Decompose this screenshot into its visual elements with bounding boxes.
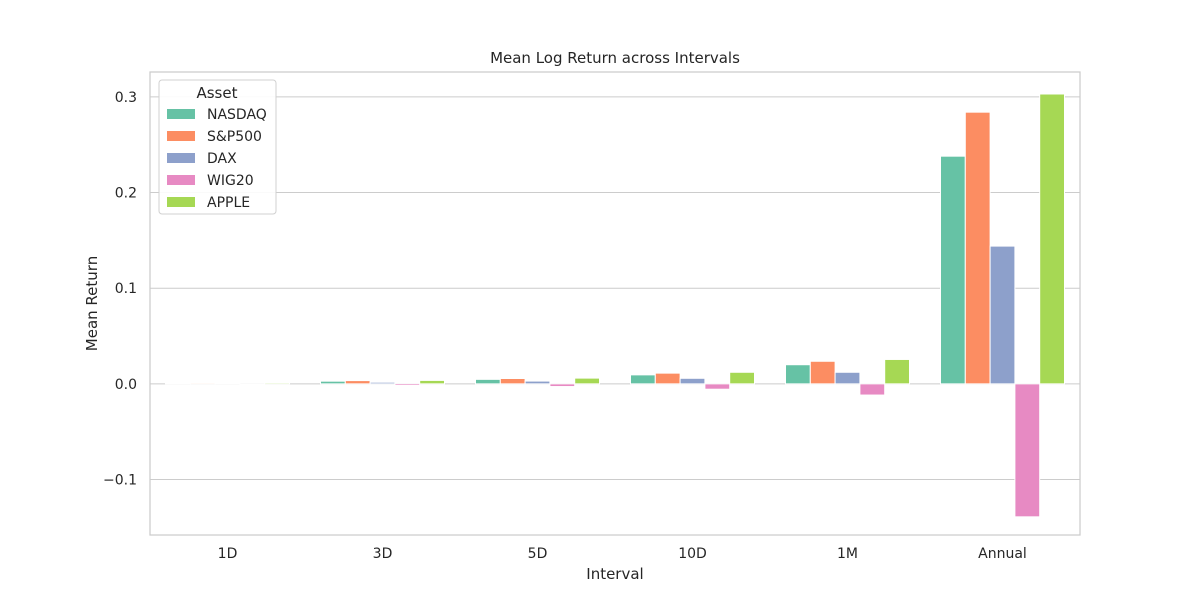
bar-nasdaq-annual bbox=[941, 156, 966, 384]
bar-apple-annual bbox=[1040, 94, 1065, 384]
bar-wig20-5d bbox=[550, 384, 575, 387]
legend-label: NASDAQ bbox=[207, 107, 267, 123]
legend-swatch bbox=[167, 131, 195, 141]
bar-wig20-annual bbox=[1015, 384, 1040, 517]
legend: Asset NASDAQ S&P500 DAX WIG20 APPLE bbox=[159, 80, 276, 214]
bar-dax-1m bbox=[835, 372, 860, 384]
bar-sp500-10d bbox=[655, 373, 680, 384]
bar-wig20-3d bbox=[395, 384, 420, 386]
bar-apple-10d bbox=[730, 372, 755, 384]
legend-label: S&P500 bbox=[207, 129, 262, 145]
legend-swatch bbox=[167, 109, 195, 119]
bar-apple-3d bbox=[420, 380, 445, 383]
y-tick-label: 0.3 bbox=[115, 90, 137, 106]
x-tick-label: 10D bbox=[678, 546, 707, 562]
bar-sp500-5d bbox=[500, 378, 525, 383]
bar-wig20-10d bbox=[705, 384, 730, 389]
x-tick-label: Annual bbox=[978, 546, 1027, 562]
bar-nasdaq-5d bbox=[476, 379, 501, 383]
legend-label: WIG20 bbox=[207, 173, 254, 189]
x-tick-labels: 1D 3D 5D 10D 1M Annual bbox=[218, 546, 1027, 562]
bar-dax-5d bbox=[525, 381, 550, 384]
x-axis-label: Interval bbox=[586, 565, 643, 583]
y-tick-label: 0.0 bbox=[115, 377, 137, 393]
y-tick-label: 0.1 bbox=[115, 281, 137, 297]
y-axis-label: Mean Return bbox=[83, 256, 101, 351]
bar-nasdaq-3d bbox=[321, 381, 346, 384]
bar-sp500-annual bbox=[965, 112, 990, 384]
legend-swatch bbox=[167, 175, 195, 185]
legend-swatch bbox=[167, 153, 195, 163]
bar-wig20-1m bbox=[860, 384, 885, 395]
y-tick-label: 0.2 bbox=[115, 186, 137, 202]
y-tick-labels: −0.1 0.0 0.1 0.2 0.3 bbox=[103, 90, 137, 489]
bar-dax-10d bbox=[680, 378, 705, 384]
legend-title: Asset bbox=[196, 84, 237, 102]
chart-title: Mean Log Return across Intervals bbox=[490, 49, 740, 67]
x-tick-label: 5D bbox=[528, 546, 548, 562]
x-tick-label: 1M bbox=[837, 546, 858, 562]
bar-dax-3d bbox=[370, 382, 395, 384]
bar-apple-1m bbox=[885, 359, 910, 383]
bar-apple-1d bbox=[265, 383, 290, 384]
bar-nasdaq-1m bbox=[786, 365, 811, 384]
x-tick-label: 1D bbox=[218, 546, 238, 562]
y-tick-label: −0.1 bbox=[103, 473, 137, 489]
bar-apple-5d bbox=[575, 378, 600, 384]
bar-sp500-1d bbox=[190, 383, 215, 384]
bar-nasdaq-10d bbox=[631, 375, 656, 384]
legend-label: APPLE bbox=[207, 195, 250, 211]
bar-sp500-1m bbox=[810, 361, 835, 384]
legend-swatch bbox=[167, 197, 195, 207]
legend-label: DAX bbox=[207, 151, 237, 167]
bar-dax-1d bbox=[215, 383, 240, 384]
x-tick-label: 3D bbox=[373, 546, 393, 562]
bar-nasdaq-1d bbox=[166, 383, 191, 384]
bar-dax-annual bbox=[990, 246, 1015, 384]
bar-sp500-3d bbox=[345, 381, 370, 384]
